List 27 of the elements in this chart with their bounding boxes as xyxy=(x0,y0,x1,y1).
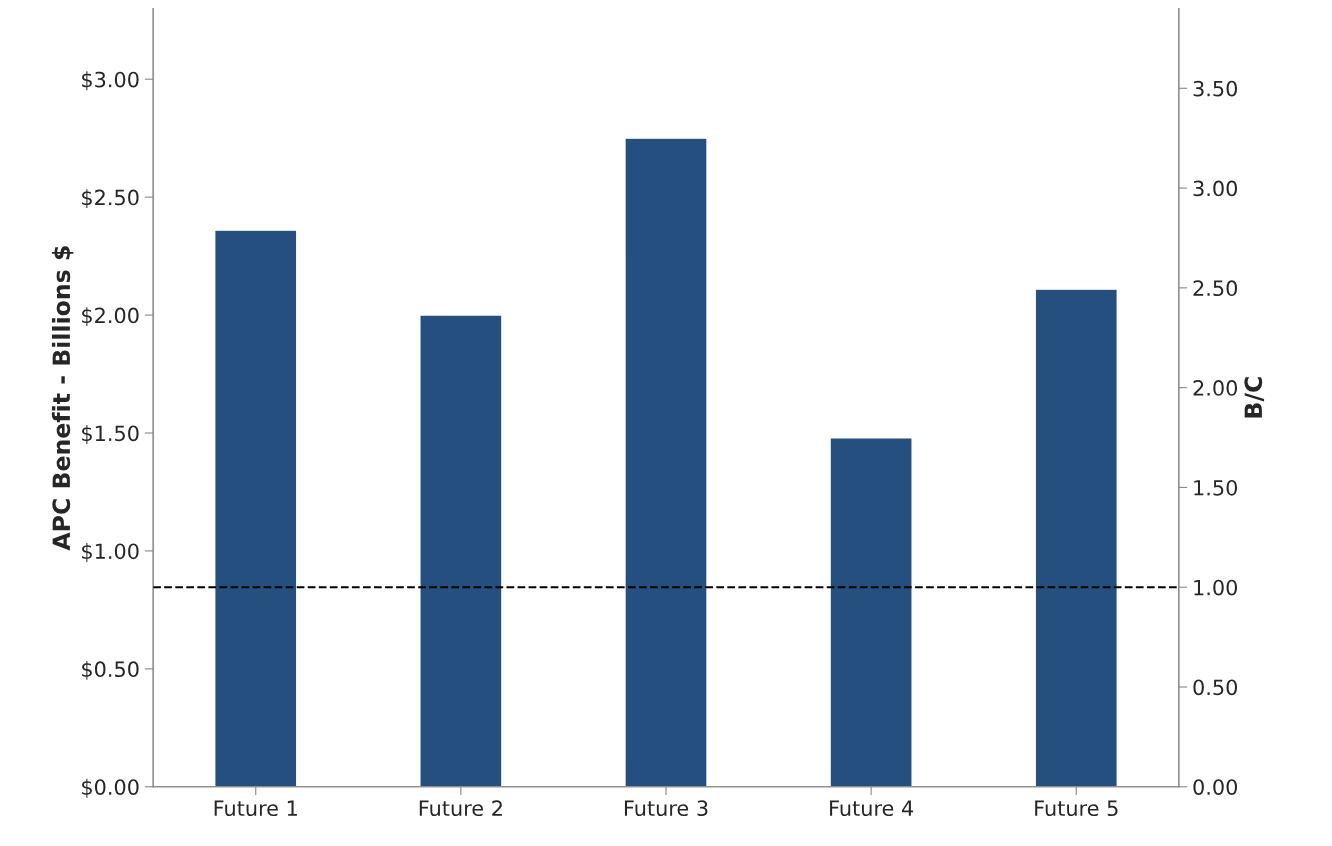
y-tick-label: $0.00 xyxy=(82,778,139,798)
y-tick-label: $1.00 xyxy=(82,543,139,562)
bar xyxy=(419,314,503,787)
x-tick-label: Future 1 xyxy=(214,800,297,817)
y-tick-label: $2.00 xyxy=(82,307,139,327)
x-tick-label: Future 2 xyxy=(419,800,502,817)
y-tick-label: $3.00 xyxy=(82,71,139,91)
bar xyxy=(214,229,298,787)
x-tick-label: Future 3 xyxy=(624,800,708,817)
y-tick-label: $0.50 xyxy=(82,660,139,680)
y2-axis-title: B/C xyxy=(1244,377,1265,418)
bar xyxy=(1034,288,1118,787)
y2-tick-label: 3.50 xyxy=(1193,80,1238,97)
y-tick-label: $1.50 xyxy=(82,425,139,444)
y2-tick-label: 2.50 xyxy=(1193,280,1238,297)
bar xyxy=(624,137,708,787)
x-tick-label: Future 5 xyxy=(1035,800,1118,817)
y2-tick-label: 1.00 xyxy=(1194,579,1238,596)
y-tick-label: $2.50 xyxy=(82,189,139,209)
y2-tick-label: 3.00 xyxy=(1193,180,1238,197)
y2-tick-label: 0.00 xyxy=(1193,779,1238,795)
y2-tick-label: 2.00 xyxy=(1193,380,1238,396)
bar xyxy=(829,437,913,787)
y2-tick-label: 1.50 xyxy=(1194,479,1238,496)
x-tick-label: Future 4 xyxy=(830,800,914,817)
y2-tick-label: 0.50 xyxy=(1193,679,1238,696)
y-axis-title: APC Benefit - Billions $ xyxy=(51,246,74,551)
